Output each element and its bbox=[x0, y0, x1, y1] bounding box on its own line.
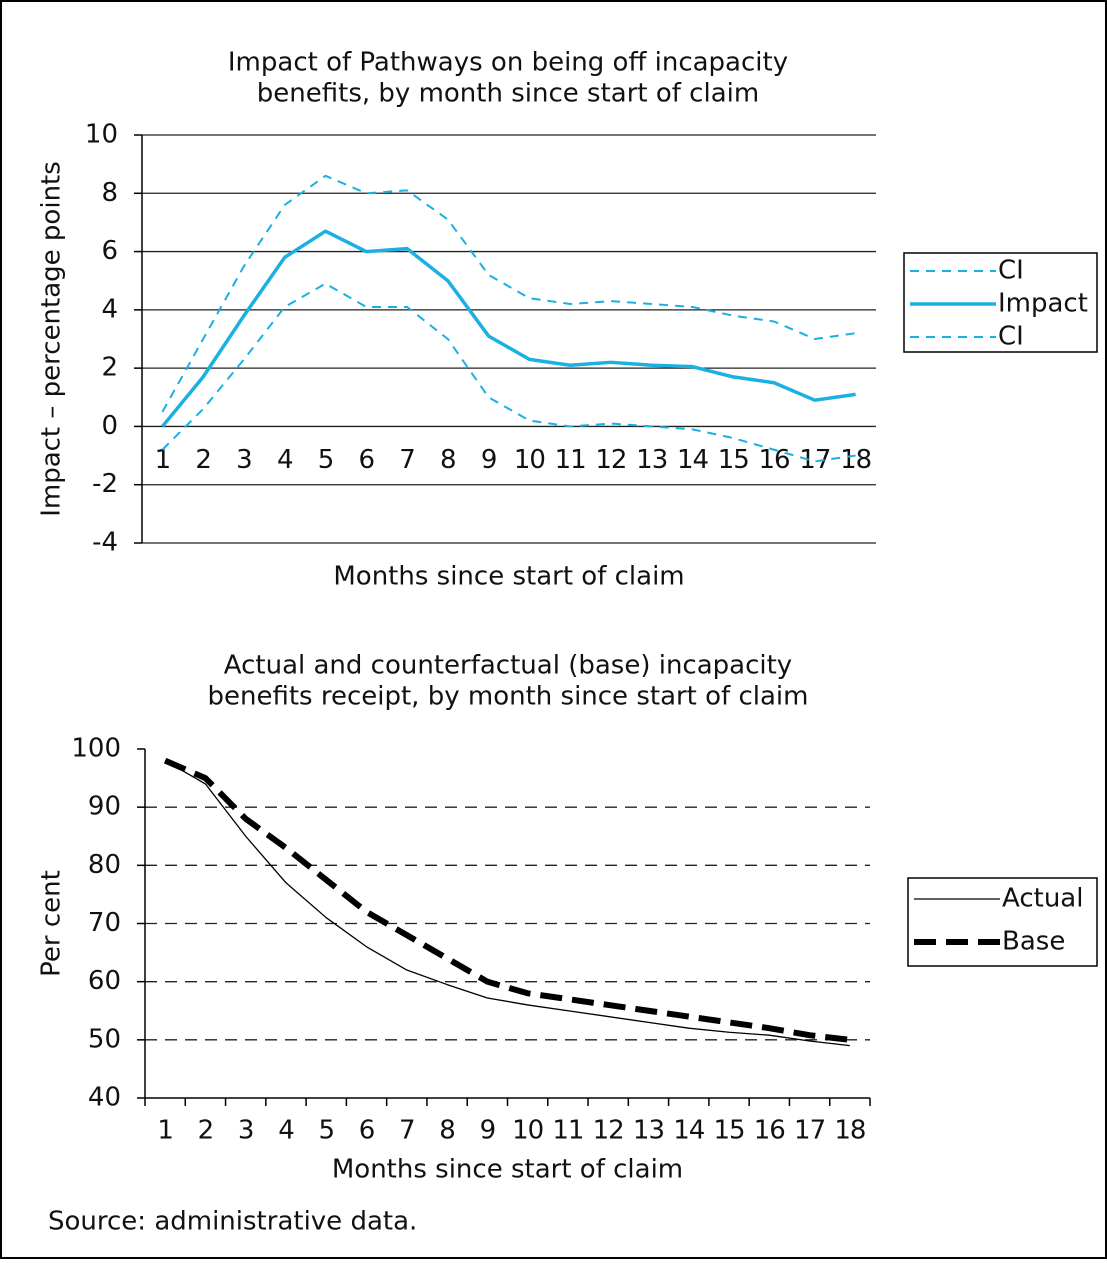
x-tick-label: 15 bbox=[713, 1116, 744, 1146]
y-tick-label: 6 bbox=[101, 236, 118, 266]
y-tick-label: 4 bbox=[101, 294, 118, 324]
x-tick-label: 10 bbox=[512, 1116, 543, 1146]
x-tick-label: 11 bbox=[555, 445, 586, 475]
x-tick-label: 9 bbox=[480, 1116, 496, 1146]
x-tick-label: 2 bbox=[195, 445, 211, 475]
x-tick-label: 12 bbox=[595, 445, 626, 475]
source-note: Source: administrative data. bbox=[48, 1207, 417, 1237]
y-tick-label: -2 bbox=[92, 469, 118, 499]
x-tick-label: 7 bbox=[399, 445, 415, 475]
chart-title: benefits receipt, by month since start o… bbox=[208, 682, 809, 712]
x-tick-label: 8 bbox=[440, 445, 456, 475]
legend-label: Base bbox=[1002, 927, 1065, 957]
chart-title: benefits, by month since start of claim bbox=[257, 79, 759, 109]
x-tick-label: 10 bbox=[514, 445, 545, 475]
x-tick-label: 15 bbox=[718, 445, 749, 475]
x-tick-label: 16 bbox=[754, 1116, 785, 1146]
x-axis-label: Months since start of claim bbox=[332, 1155, 683, 1185]
y-tick-label: 80 bbox=[88, 850, 121, 880]
y-tick-label: 100 bbox=[71, 734, 121, 764]
x-tick-label: 17 bbox=[799, 445, 830, 475]
x-tick-label: 11 bbox=[552, 1116, 583, 1146]
x-axis-label: Months since start of claim bbox=[333, 562, 684, 592]
series-line bbox=[163, 757, 851, 1043]
chart-title: Impact of Pathways on being off incapaci… bbox=[228, 48, 788, 78]
x-tick-label: 5 bbox=[318, 1116, 334, 1146]
x-tick-label: 8 bbox=[439, 1116, 455, 1146]
series-line bbox=[161, 174, 856, 413]
series-line bbox=[161, 282, 856, 463]
x-tick-label: 12 bbox=[593, 1116, 624, 1146]
y-tick-label: 90 bbox=[88, 792, 121, 822]
y-axis-label: Impact – percentage points bbox=[37, 161, 67, 517]
x-tick-label: 7 bbox=[399, 1116, 415, 1146]
x-tick-label: 3 bbox=[236, 445, 252, 475]
y-tick-label: 60 bbox=[88, 966, 121, 996]
legend-label: Impact bbox=[998, 289, 1088, 319]
x-tick-label: 4 bbox=[278, 1116, 294, 1146]
x-tick-label: 6 bbox=[359, 1116, 375, 1146]
x-tick-label: 4 bbox=[277, 445, 293, 475]
series-line bbox=[164, 760, 850, 1047]
y-tick-label: 70 bbox=[88, 908, 121, 938]
x-tick-label: 13 bbox=[636, 445, 667, 475]
x-tick-label: 1 bbox=[155, 445, 171, 475]
x-tick-label: 14 bbox=[673, 1116, 705, 1146]
series-line bbox=[161, 229, 856, 428]
x-tick-label: 18 bbox=[834, 1116, 865, 1146]
legend-label: Actual bbox=[1002, 884, 1083, 914]
x-tick-label: 3 bbox=[238, 1116, 254, 1146]
x-tick-label: 17 bbox=[794, 1116, 825, 1146]
y-tick-label: 8 bbox=[101, 178, 118, 208]
y-tick-label: 0 bbox=[101, 411, 118, 441]
x-tick-label: 5 bbox=[318, 445, 334, 475]
chart-title: Actual and counterfactual (base) incapac… bbox=[224, 651, 792, 681]
y-tick-label: 10 bbox=[85, 120, 118, 150]
x-tick-label: 2 bbox=[198, 1116, 214, 1146]
y-tick-label: 2 bbox=[101, 353, 118, 383]
y-tick-label: 50 bbox=[88, 1024, 121, 1054]
legend-box bbox=[907, 877, 1098, 967]
x-tick-label: 1 bbox=[157, 1116, 173, 1146]
legend-label: CI bbox=[998, 322, 1024, 352]
legend-label: CI bbox=[998, 256, 1024, 286]
y-tick-label: -4 bbox=[92, 528, 118, 558]
y-tick-label: 40 bbox=[88, 1083, 121, 1113]
y-axis-label: Per cent bbox=[37, 870, 67, 977]
x-tick-label: 9 bbox=[481, 445, 497, 475]
x-tick-label: 13 bbox=[633, 1116, 664, 1146]
x-tick-label: 18 bbox=[840, 445, 871, 475]
x-tick-label: 14 bbox=[677, 445, 709, 475]
x-tick-label: 6 bbox=[359, 445, 375, 475]
